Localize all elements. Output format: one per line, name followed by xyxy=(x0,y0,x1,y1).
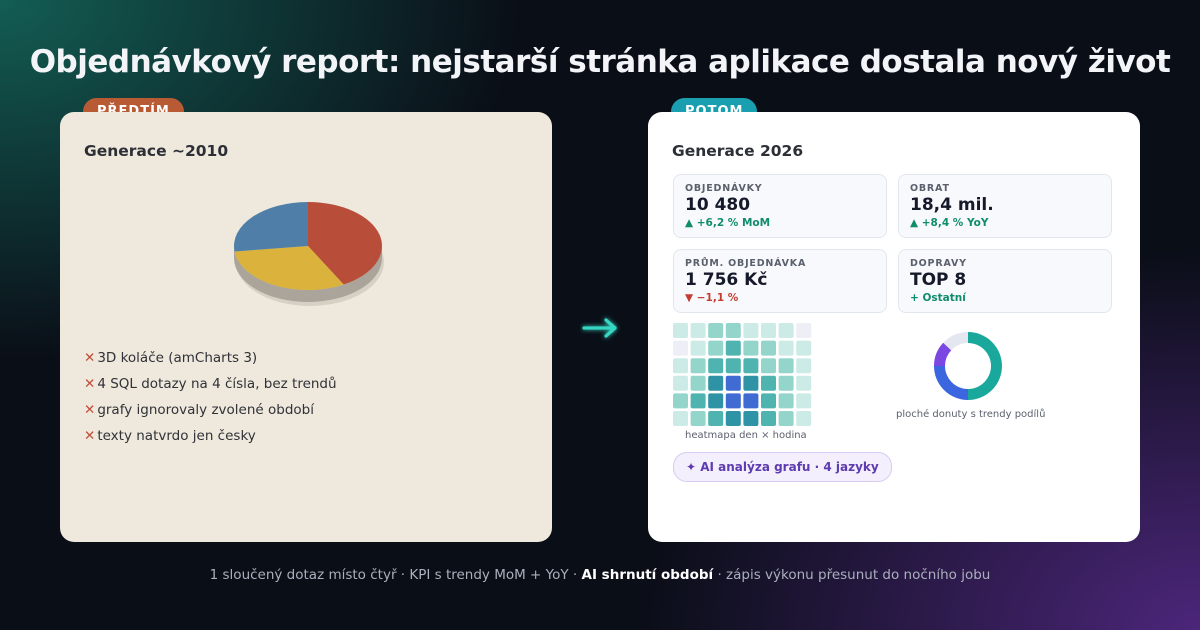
heatmap-cell xyxy=(725,393,741,409)
arrow-right-icon xyxy=(582,318,617,338)
heatmap-cell xyxy=(708,393,724,409)
heatmap-cell xyxy=(690,323,706,338)
list-item: ✕ texty natvrdo jen česky xyxy=(84,428,256,444)
heatmap-cell xyxy=(725,340,741,356)
heatmap-cell xyxy=(796,340,812,356)
heatmap-cell xyxy=(761,411,776,426)
list-item: ✕ grafy ignorovaly zvolené období xyxy=(84,402,314,418)
kpi-trend: ▲ +6,2 % MoM xyxy=(685,217,771,229)
heatmap-cell xyxy=(743,411,759,426)
heatmap-cell xyxy=(796,411,812,426)
cons-list: ✕ 3D koláče (amCharts 3) ✕ 4 SQL dotazy na… xyxy=(84,348,337,452)
heatmap-cell xyxy=(673,375,688,391)
heatmap-chart xyxy=(673,323,812,426)
cross-icon: ✕ xyxy=(84,350,96,366)
heatmap-cell xyxy=(743,358,759,374)
before-card: Generace ~2010 ✕ 3D koláče (amCharts 3) ✕… xyxy=(60,112,552,542)
cross-icon: ✕ xyxy=(84,376,96,392)
heatmap-cell xyxy=(778,323,794,338)
page-title: Objednávkový report: nejstarší stránka a… xyxy=(29,44,1171,80)
heatmap-cell xyxy=(673,323,688,338)
heatmap-cell xyxy=(761,393,776,409)
heatmap-cell xyxy=(725,411,741,426)
heatmap-cell xyxy=(778,411,794,426)
footer-summary: 1 sloučený dotaz místo čtyř · KPI s tren… xyxy=(209,567,991,583)
heatmap-cell xyxy=(708,358,724,374)
donut-chart xyxy=(934,332,1002,400)
heatmap-cell xyxy=(690,340,706,356)
kpi-label: DOPRAVY xyxy=(910,258,967,269)
heatmap-cell xyxy=(796,375,812,391)
heatmap-cell xyxy=(690,411,706,426)
donut-segment xyxy=(943,332,968,351)
kpi-card-average-order: PRŮM. OBJEDNÁVKA 1 756 Kč ▼ −1,1 % xyxy=(673,249,887,313)
kpi-value: 1 756 Kč xyxy=(685,270,768,290)
heatmap-cell xyxy=(778,358,794,374)
heatmap-cell xyxy=(761,323,776,338)
heatmap-cell xyxy=(796,358,812,374)
list-item: ✕ 4 SQL dotazy na 4 čísla, bez trendů xyxy=(84,376,337,392)
heatmap-cell xyxy=(796,323,812,338)
heatmap-cell xyxy=(708,375,724,391)
kpi-card-shipping: DOPRAVY TOP 8 + Ostatní xyxy=(898,249,1112,313)
pie-chart-3d xyxy=(234,202,384,306)
heatmap-cell xyxy=(778,393,794,409)
heatmap-cell xyxy=(708,411,724,426)
after-generation-title: Generace 2026 xyxy=(672,142,804,160)
heatmap-cell xyxy=(708,323,724,338)
list-item: ✕ 3D koláče (amCharts 3) xyxy=(84,350,258,366)
heatmap-cell xyxy=(690,393,706,409)
heatmap-cell xyxy=(743,340,759,356)
heatmap-cell xyxy=(778,340,794,356)
kpi-value: TOP 8 xyxy=(910,270,967,290)
heatmap-cell xyxy=(690,358,706,374)
heatmap-cell xyxy=(743,393,759,409)
kpi-trend: + Ostatní xyxy=(910,292,966,304)
kpi-label: OBRAT xyxy=(910,183,950,194)
donut-segment xyxy=(968,332,1002,400)
heatmap-cell xyxy=(761,375,776,391)
after-card: Generace 2026 OBJEDNÁVKY 10 480 ▲ +6,2 %… xyxy=(648,112,1140,542)
heatmap-cell xyxy=(778,375,794,391)
kpi-card-revenue: OBRAT 18,4 mil. ▲ +8,4 % YoY xyxy=(898,174,1112,238)
pie-slice xyxy=(308,202,383,285)
donut-caption: ploché donuty s trendy podílů xyxy=(896,409,1046,420)
kpi-label: PRŮM. OBJEDNÁVKA xyxy=(685,258,807,269)
heatmap-cell xyxy=(673,393,688,409)
heatmap-cell xyxy=(761,358,776,374)
heatmap-cell xyxy=(673,358,688,374)
heatmap-cell xyxy=(725,375,741,391)
heatmap-cell xyxy=(743,323,759,338)
kpi-trend: ▲ +8,4 % YoY xyxy=(910,217,989,229)
before-generation-title: Generace ~2010 xyxy=(84,142,229,160)
kpi-value: 18,4 mil. xyxy=(910,195,994,215)
heatmap-cell xyxy=(708,340,724,356)
kpi-value: 10 480 xyxy=(685,195,751,215)
cross-icon: ✕ xyxy=(84,402,96,418)
heatmap-cell xyxy=(673,340,688,356)
pie-slice xyxy=(234,246,344,290)
cross-icon: ✕ xyxy=(84,428,96,444)
heatmap-cell xyxy=(673,411,688,426)
heatmap-cell xyxy=(761,340,776,356)
footer-highlight: AI shrnutí období xyxy=(581,567,714,583)
heatmap-cell xyxy=(796,393,812,409)
heatmap-cell xyxy=(690,375,706,391)
kpi-label: OBJEDNÁVKY xyxy=(685,183,763,194)
pie-side-wall xyxy=(234,246,382,302)
heatmap-cell xyxy=(725,323,741,338)
donut-segment xyxy=(934,342,952,366)
heatmap-caption: heatmapa den × hodina xyxy=(685,430,807,441)
kpi-card-orders: OBJEDNÁVKY 10 480 ▲ +6,2 % MoM xyxy=(673,174,887,238)
heatmap-cell xyxy=(725,358,741,374)
heatmap-cell xyxy=(743,375,759,391)
ai-analysis-badge[interactable]: ✦ AI analýza grafu · 4 jazyky xyxy=(673,452,892,482)
pie-slice xyxy=(234,202,308,252)
kpi-trend: ▼ −1,1 % xyxy=(685,292,739,304)
donut-segment xyxy=(934,366,968,400)
